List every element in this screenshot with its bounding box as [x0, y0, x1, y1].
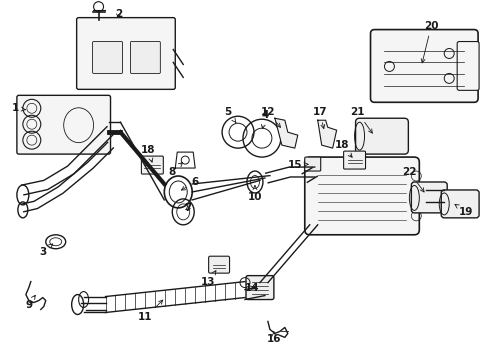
Text: 15: 15 [287, 160, 307, 170]
Text: 9: 9 [25, 295, 35, 310]
Text: 2: 2 [115, 9, 122, 19]
FancyBboxPatch shape [304, 157, 320, 171]
Text: 13: 13 [201, 271, 216, 287]
Text: 7: 7 [184, 203, 191, 213]
Text: 11: 11 [138, 300, 163, 323]
Text: 17: 17 [312, 107, 326, 129]
Text: 20: 20 [420, 21, 438, 63]
FancyBboxPatch shape [410, 182, 447, 213]
Text: 16: 16 [266, 332, 281, 345]
FancyBboxPatch shape [130, 41, 160, 73]
FancyBboxPatch shape [456, 41, 478, 90]
Text: 22: 22 [401, 167, 423, 192]
Text: 18: 18 [334, 140, 351, 157]
FancyBboxPatch shape [343, 151, 365, 169]
FancyBboxPatch shape [355, 118, 407, 154]
Text: 6: 6 [181, 177, 199, 190]
Text: 4: 4 [261, 110, 268, 129]
FancyBboxPatch shape [370, 30, 477, 102]
FancyBboxPatch shape [17, 95, 110, 154]
Polygon shape [317, 120, 336, 148]
Text: 8: 8 [168, 163, 182, 177]
Text: 21: 21 [349, 107, 371, 133]
Text: 12: 12 [260, 107, 280, 127]
Polygon shape [274, 118, 297, 148]
FancyBboxPatch shape [92, 41, 122, 73]
FancyBboxPatch shape [77, 18, 175, 89]
FancyBboxPatch shape [245, 276, 273, 300]
FancyBboxPatch shape [304, 157, 419, 235]
Text: 14: 14 [244, 283, 259, 293]
Text: 1: 1 [12, 103, 25, 113]
Text: 18: 18 [141, 145, 155, 162]
FancyBboxPatch shape [141, 156, 163, 174]
Text: 19: 19 [454, 204, 472, 217]
Text: 5: 5 [224, 107, 235, 122]
Text: 10: 10 [247, 186, 262, 202]
FancyBboxPatch shape [208, 256, 229, 273]
FancyBboxPatch shape [440, 190, 478, 218]
Text: 3: 3 [39, 244, 53, 257]
